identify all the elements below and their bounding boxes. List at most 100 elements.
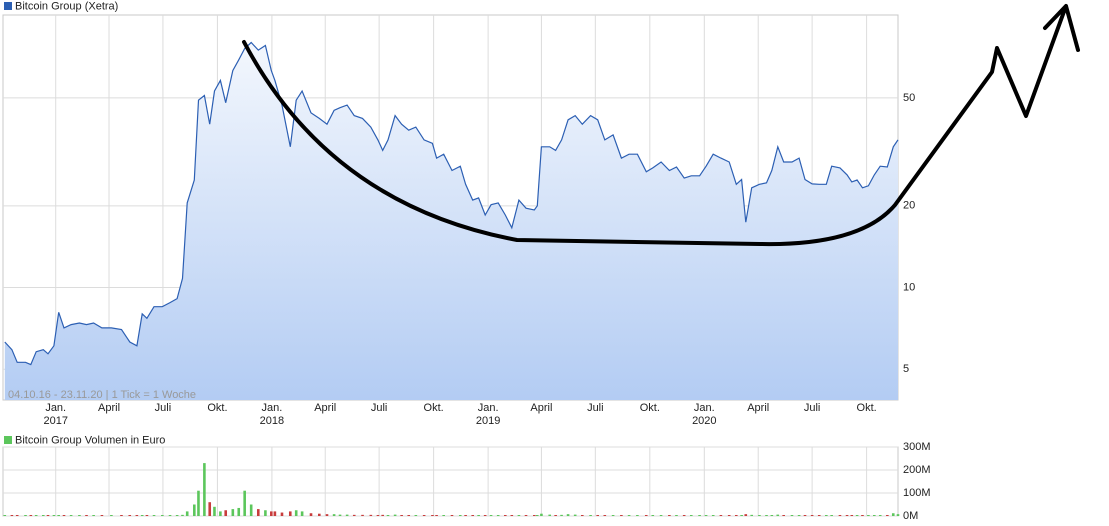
volume-bar [644, 515, 648, 516]
volume-bar [120, 515, 123, 516]
volume-bar [237, 507, 241, 516]
hand-drawn-annotation [242, 4, 1080, 247]
volume-bar [727, 515, 731, 516]
volume-bar [369, 514, 373, 516]
volume-bar [719, 515, 723, 516]
volume-bar [750, 514, 753, 516]
volume-bar [203, 463, 206, 516]
y-tick-label: 100M [903, 487, 931, 499]
volume-bar [280, 512, 284, 516]
volume-bar [803, 515, 807, 516]
volume-bar [758, 515, 761, 516]
volume-bar [376, 515, 380, 516]
volume-bar [213, 506, 216, 516]
volume-bar [566, 514, 570, 516]
x-tick-year: 2020 [692, 415, 716, 427]
volume-bar [294, 510, 298, 516]
volume-bar [309, 513, 313, 516]
volume-bar [636, 515, 639, 516]
volume-bar [345, 514, 349, 516]
volume-bar [458, 515, 462, 516]
volume-bar [535, 515, 539, 516]
volume-bar [24, 515, 27, 516]
volume-bar [704, 515, 708, 516]
x-tick-label: April [314, 402, 336, 414]
volume-panel: 0M 100M 200M 300M [2, 441, 931, 522]
volume-bar [161, 515, 164, 516]
volume-bar [682, 515, 686, 516]
volume-bar [770, 515, 774, 516]
volume-bar [442, 515, 445, 516]
volume-bar [573, 514, 577, 516]
x-tick-label: April [530, 402, 552, 414]
volume-bar [517, 515, 521, 516]
volume-bar [620, 515, 623, 516]
volume-bar [782, 515, 785, 516]
price-line [4, 41, 899, 366]
volume-bar [46, 515, 50, 516]
volume-bar [135, 515, 139, 516]
volume-bar [110, 515, 113, 516]
volume-bar [352, 514, 356, 516]
volume-bar [464, 515, 467, 516]
x-tick-label: Jan. [262, 402, 283, 414]
volume-bar [219, 511, 222, 516]
y-tick-label: 200M [903, 464, 931, 476]
footnote: 04.10.16 - 23.11.20 | 1 Tick = 1 Woche [8, 389, 196, 401]
volume-bar [450, 515, 454, 516]
volume-bar [659, 515, 663, 516]
legend-label: Bitcoin Group (Xetra) [15, 0, 118, 12]
volume-bar [152, 515, 156, 516]
volume-bar [62, 515, 66, 516]
y-tick-label: 0M [903, 510, 918, 522]
volume-bar [393, 514, 397, 516]
volume-bar [698, 515, 701, 516]
volume-bar [548, 514, 552, 516]
volume-bar [273, 511, 277, 516]
volume-bar [431, 515, 434, 516]
x-tick-label: Okt. [207, 402, 227, 414]
volume-bar [850, 515, 854, 516]
volume-bar [288, 511, 292, 516]
y-tick-label: 20 [903, 200, 915, 212]
volume-bar [435, 515, 438, 516]
volume-bar [400, 515, 403, 516]
volume-bar [256, 509, 260, 516]
volume-bar [300, 511, 304, 516]
x-tick-label: Juli [371, 402, 388, 414]
x-tick-year: 2018 [260, 415, 284, 427]
volume-bar [496, 515, 500, 516]
volume-bar [711, 515, 715, 516]
volume-bar [231, 509, 235, 516]
volume-bar [78, 515, 81, 516]
volume-bar [325, 514, 329, 516]
x-tick-label: Juli [804, 402, 821, 414]
volume-bar [540, 513, 543, 516]
volume-bar [483, 515, 487, 516]
volume-bar [503, 515, 507, 516]
x-tick-label: Jan. [45, 402, 66, 414]
volume-bar [208, 502, 212, 516]
volume-bar [193, 504, 196, 516]
volume-bar [845, 515, 849, 516]
volume-bar [15, 515, 19, 516]
volume-bar [140, 515, 144, 516]
volume-bar [855, 515, 859, 516]
volume-bar [29, 515, 33, 516]
volume-bar [611, 515, 615, 516]
volume-bar [689, 515, 693, 516]
volume-bar [264, 510, 267, 516]
volume-bar [185, 511, 189, 516]
x-tick-label: Jan. [478, 402, 499, 414]
volume-bar [817, 515, 821, 516]
volume-bar [52, 515, 56, 516]
y-tick-label: 10 [903, 281, 915, 293]
volume-bar [407, 515, 411, 516]
x-tick-label: Okt. [424, 402, 444, 414]
volume-bar [243, 490, 246, 516]
volume-bar [896, 514, 900, 516]
volume-bar [332, 514, 336, 516]
volume-bar [3, 515, 7, 516]
